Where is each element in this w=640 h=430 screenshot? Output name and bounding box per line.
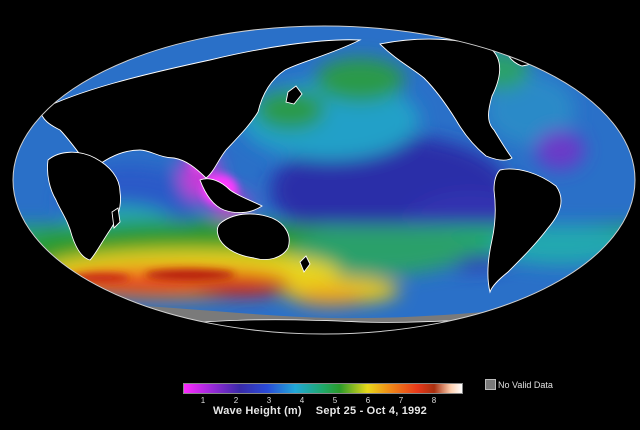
scale-tick-8: 8 (431, 396, 437, 405)
land-japan (285, 85, 303, 105)
scale-tick-5: 5 (332, 396, 338, 405)
land-australia (216, 213, 290, 260)
map-caption: Wave Height (m) Sept 25 - Oct 4, 1992 (0, 405, 640, 417)
scale-tick-6: 6 (365, 396, 371, 405)
no-data-legend: No Valid Data (485, 379, 553, 390)
landmasses (39, 28, 562, 294)
scale-tick-3: 3 (266, 396, 272, 405)
no-data-label: No Valid Data (498, 379, 553, 390)
caption-dates: Sept 25 - Oct 4, 1992 (315, 405, 427, 417)
globe-outline (12, 25, 636, 335)
color-scale-bar (183, 383, 463, 394)
land-new-zealand (299, 255, 311, 273)
color-scale-legend: 1 2 3 4 5 6 7 8 (183, 383, 463, 406)
no-data-swatch (485, 379, 496, 390)
scale-tick-7: 7 (398, 396, 404, 405)
scale-tick-1: 1 (200, 396, 206, 405)
land-africa (47, 151, 121, 261)
scale-tick-4: 4 (299, 396, 305, 405)
color-scale-ticks: 1 2 3 4 5 6 7 8 (183, 394, 463, 406)
land-madagascar (111, 207, 121, 229)
caption-variable: Wave Height (m) (213, 405, 302, 417)
land-southeast-asia (199, 178, 263, 214)
scale-tick-2: 2 (233, 396, 239, 405)
land-south-america (487, 168, 562, 294)
